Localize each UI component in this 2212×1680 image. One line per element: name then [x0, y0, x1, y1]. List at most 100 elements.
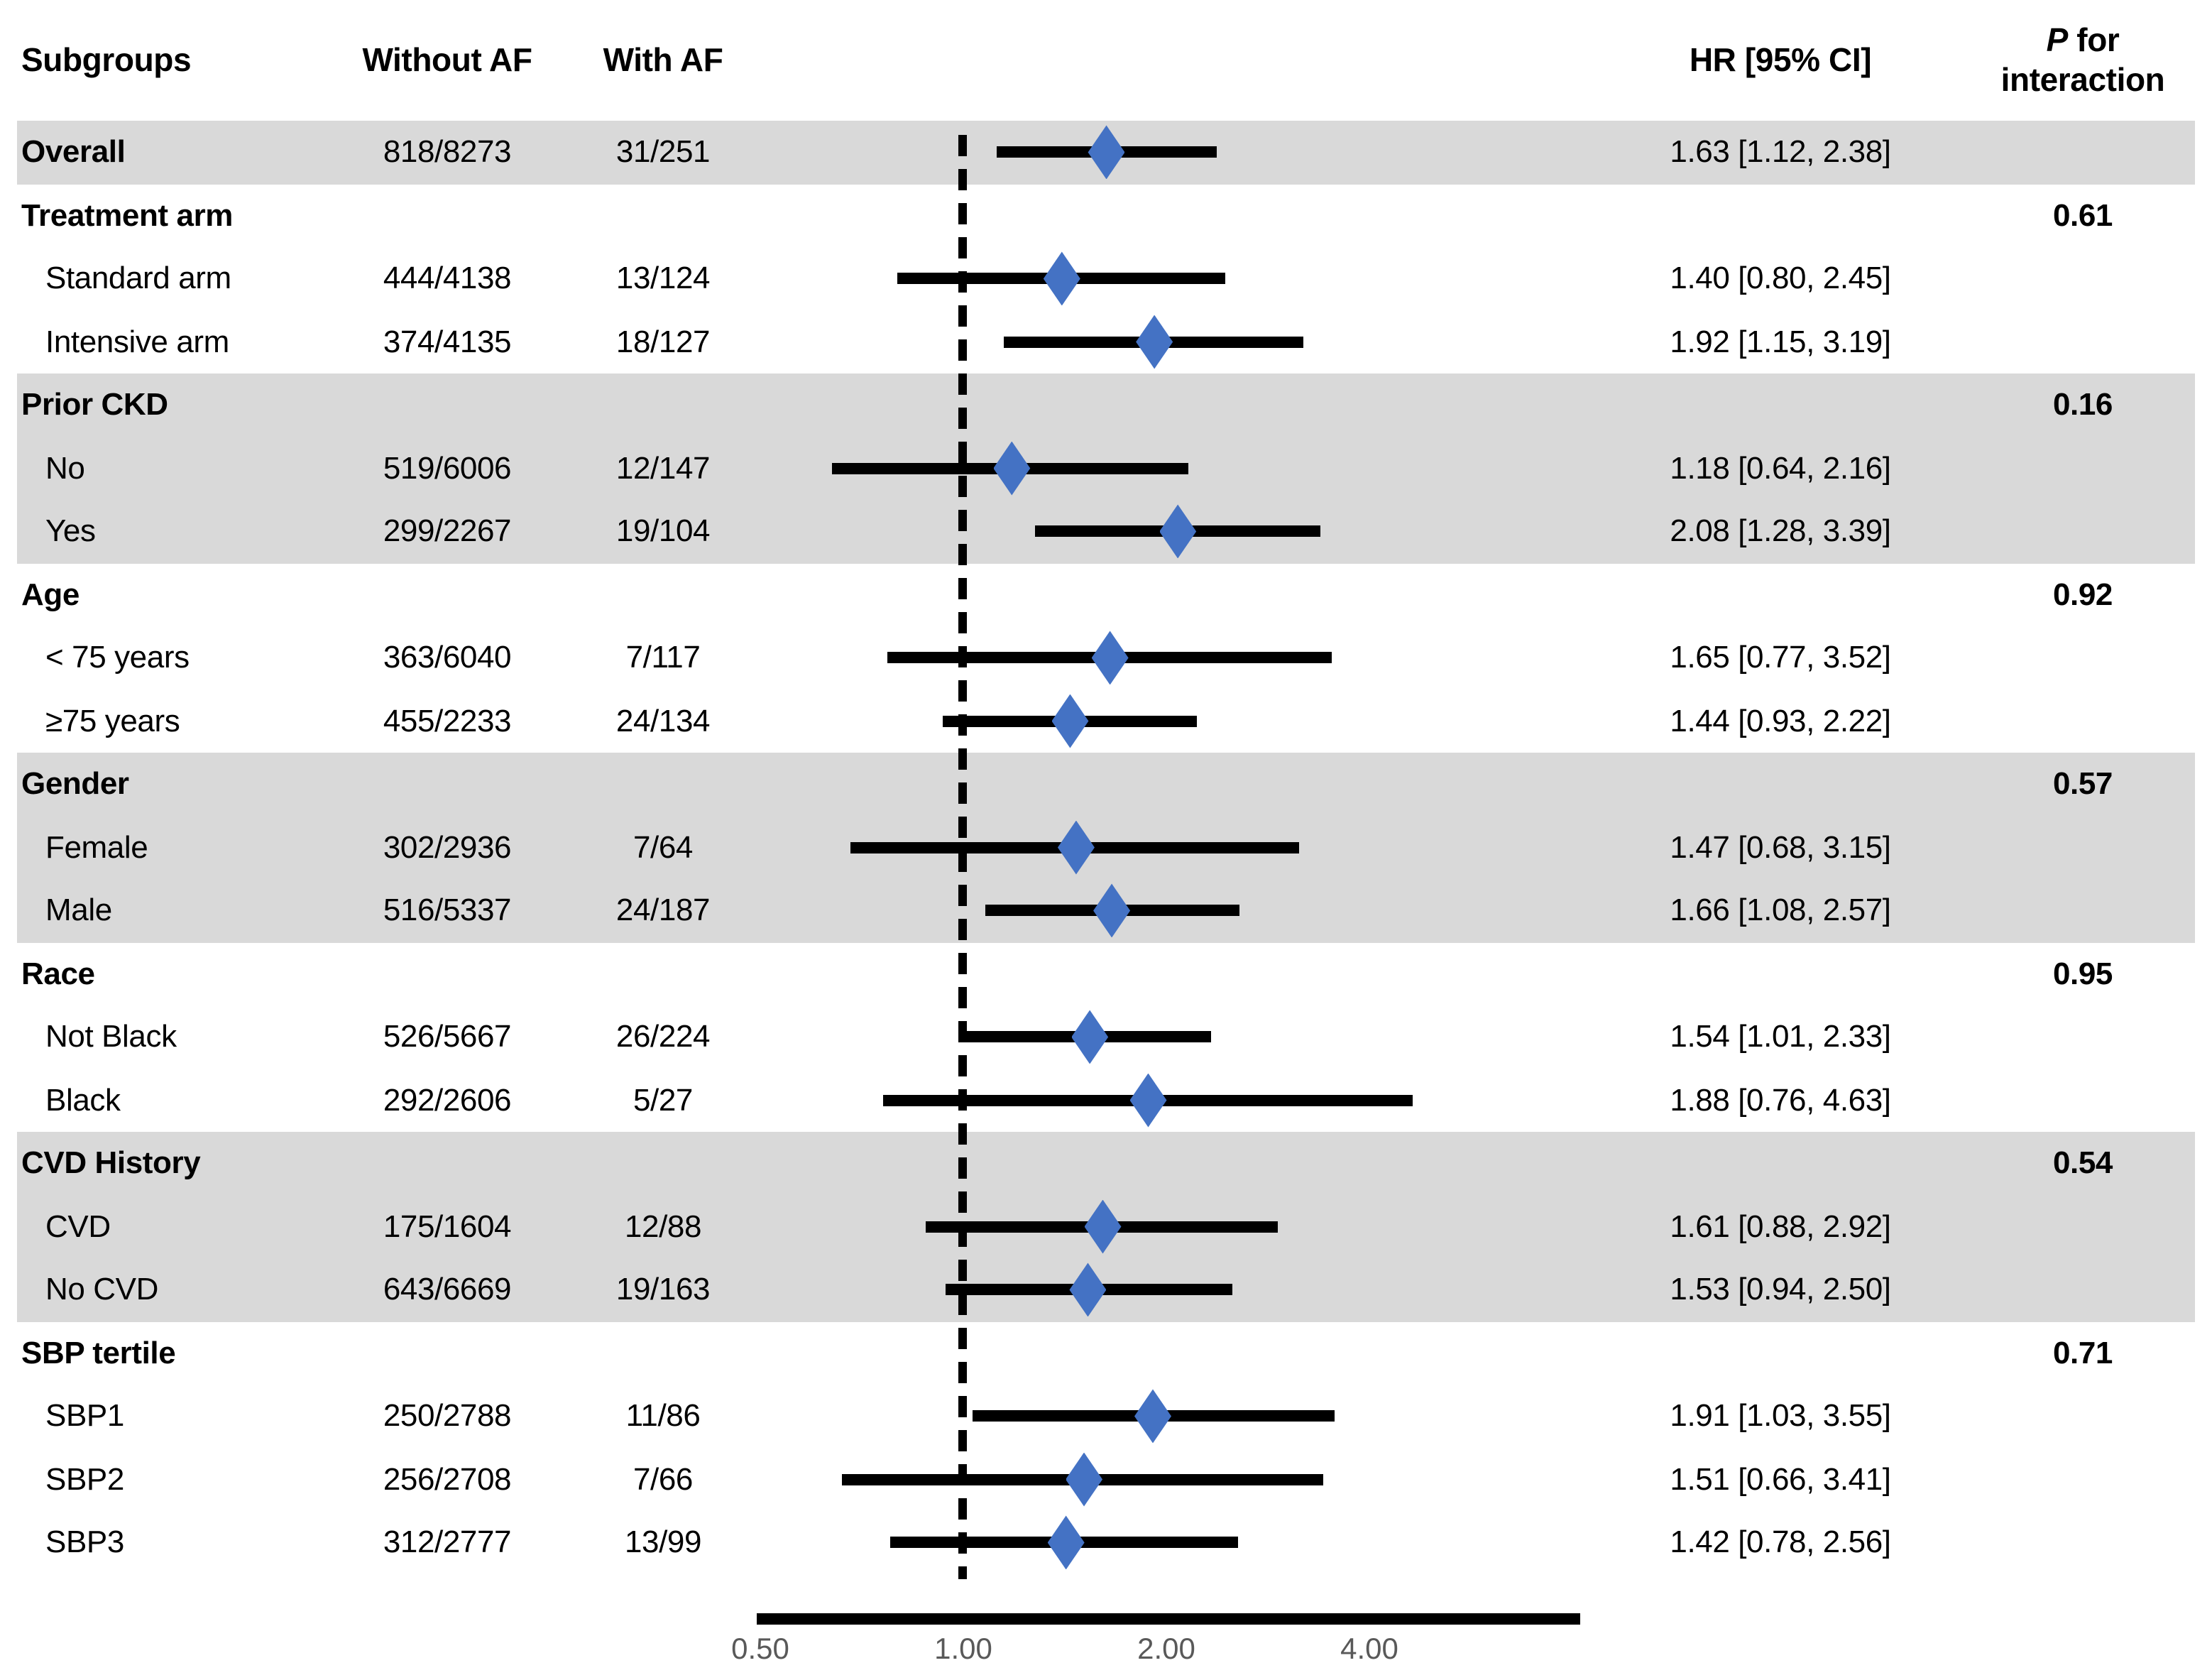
hr-ci-text: 1.66 [1.08, 2.57]	[1670, 892, 1891, 928]
forest-plot-cell	[758, 942, 1590, 1005]
without-af-count: 175/1604	[383, 1208, 512, 1244]
p-interaction-value: 0.54	[2052, 1145, 2113, 1181]
hr-ci-text: 1.63 [1.12, 2.38]	[1670, 133, 1891, 170]
subgroup-label: SBP1	[45, 1397, 124, 1434]
x-axis-tick-label: 4.00	[1340, 1633, 1398, 1666]
forest-plot-cell	[758, 310, 1590, 373]
forest-plot-cell	[758, 121, 1590, 184]
hr-ci-text: 1.42 [0.78, 2.56]	[1670, 1524, 1891, 1560]
p-interaction-value	[1971, 626, 2195, 689]
without-af-count: 526/5667	[383, 1018, 512, 1054]
subgroup-label: SBP3	[45, 1524, 124, 1560]
hr-ci-text	[1590, 1321, 1971, 1385]
table-row: Race 0.95	[17, 942, 2195, 1005]
forest-plot-cell	[758, 437, 1590, 500]
hr-point-diamond	[1159, 504, 1197, 559]
with-af-count: 11/86	[625, 1397, 701, 1434]
table-row: CVD History 0.54	[17, 1132, 2195, 1195]
without-af-count: 292/2606	[383, 1081, 512, 1118]
without-af-count	[327, 942, 568, 1005]
p-interaction-value	[1971, 1448, 2195, 1511]
p-interaction-value: 0.92	[2052, 576, 2113, 612]
forest-plot-cell	[758, 879, 1590, 942]
p-interaction-value: 0.57	[2052, 765, 2113, 802]
header-hr-ci: HR [95% CI]	[1689, 41, 1872, 78]
table-row: Prior CKD 0.16	[17, 373, 2195, 437]
hr-ci-text	[1590, 753, 1971, 816]
with-af-count: 5/27	[633, 1081, 694, 1118]
subgroup-label: CVD	[45, 1208, 111, 1244]
forest-plot-cell	[758, 1005, 1590, 1069]
x-axis-tick-label: 2.00	[1137, 1633, 1195, 1666]
table-row: SBP1 250/2788 11/86 1.91 [1.03, 3.55]	[17, 1385, 2195, 1448]
with-af-count: 19/163	[615, 1271, 711, 1307]
with-af-count: 7/64	[633, 829, 694, 865]
subgroup-label: Male	[45, 892, 112, 928]
without-af-count	[327, 1132, 568, 1195]
header-with-af: With AF	[603, 41, 723, 78]
hr-ci-text	[1590, 563, 1971, 626]
hr-point-diamond	[1057, 820, 1095, 875]
hr-ci-text: 1.18 [0.64, 2.16]	[1670, 449, 1891, 486]
hr-ci-text: 1.92 [1.15, 3.19]	[1670, 323, 1891, 359]
hr-ci-text: 1.40 [0.80, 2.45]	[1670, 260, 1891, 296]
table-row: Standard arm 444/4138 13/124 1.40 [0.80,…	[17, 247, 2195, 310]
header-p-interaction: P for interaction	[1971, 22, 2195, 99]
p-interaction-value	[1971, 879, 2195, 942]
forest-plot-cell	[758, 1385, 1590, 1448]
subgroup-label: Gender	[21, 765, 129, 802]
hr-point-diamond	[1051, 694, 1089, 748]
without-af-count: 363/6040	[383, 639, 512, 675]
table-row: CVD 175/1604 12/88 1.61 [0.88, 2.92]	[17, 1195, 2195, 1258]
subgroup-label: < 75 years	[45, 639, 190, 675]
subgroup-label: SBP2	[45, 1461, 124, 1497]
without-af-count: 250/2788	[383, 1397, 512, 1434]
with-af-count: 13/99	[624, 1524, 702, 1560]
subgroup-label: Standard arm	[45, 260, 231, 296]
p-italic: P	[2046, 21, 2069, 59]
forest-plot-cell	[758, 753, 1590, 816]
forest-plot-cell	[758, 1321, 1590, 1385]
p-interaction-value	[1971, 1385, 2195, 1448]
table-row: No CVD 643/6669 19/163 1.53 [0.94, 2.50]	[17, 1258, 2195, 1321]
with-af-count: 7/66	[633, 1461, 694, 1497]
subgroup-label: Overall	[21, 133, 126, 170]
table-row: ≥75 years 455/2233 24/134 1.44 [0.93, 2.…	[17, 689, 2195, 753]
table-body: Overall 818/8273 31/251 1.63 [1.12, 2.38…	[0, 121, 2212, 1574]
table-row: Not Black 526/5667 26/224 1.54 [1.01, 2.…	[17, 1005, 2195, 1069]
with-af-count	[568, 184, 758, 247]
p-interaction-value	[1971, 310, 2195, 373]
subgroup-label: Prior CKD	[21, 386, 168, 422]
forest-plot-cell	[758, 626, 1590, 689]
forest-plot-cell	[758, 816, 1590, 879]
with-af-count: 12/147	[615, 449, 711, 486]
without-af-count: 519/6006	[383, 449, 512, 486]
x-axis-tick-label: 0.50	[731, 1633, 789, 1666]
table-row: Male 516/5337 24/187 1.66 [1.08, 2.57]	[17, 879, 2195, 942]
hr-point-diamond	[1084, 1199, 1122, 1254]
hr-ci-text	[1590, 942, 1971, 1005]
header-subgroups: Subgroups	[21, 41, 192, 78]
subgroup-label: Race	[21, 955, 95, 991]
hr-point-diamond	[1069, 1262, 1107, 1317]
with-af-count	[568, 1321, 758, 1385]
without-af-count: 299/2267	[383, 513, 512, 549]
header-without-af: Without AF	[362, 41, 532, 78]
x-axis-line	[757, 1613, 1580, 1625]
hr-point-diamond	[1047, 1515, 1085, 1570]
without-af-count: 312/2777	[383, 1524, 512, 1560]
p-interaction-value	[1971, 1005, 2195, 1069]
p-interaction-value	[1971, 1069, 2195, 1132]
hr-point-diamond	[1043, 251, 1080, 306]
p-interaction-value: 0.16	[2052, 386, 2113, 422]
hr-ci-text: 1.91 [1.03, 3.55]	[1670, 1397, 1891, 1434]
forest-plot-cell	[758, 184, 1590, 247]
hr-ci-text: 1.61 [0.88, 2.92]	[1670, 1208, 1891, 1244]
without-af-count: 516/5337	[383, 892, 512, 928]
with-af-count: 26/224	[615, 1018, 711, 1054]
table-row: Age 0.92	[17, 563, 2195, 626]
with-af-count: 24/134	[615, 702, 711, 738]
hr-ci-text: 1.51 [0.66, 3.41]	[1670, 1461, 1891, 1497]
p-interaction-value	[1971, 437, 2195, 500]
